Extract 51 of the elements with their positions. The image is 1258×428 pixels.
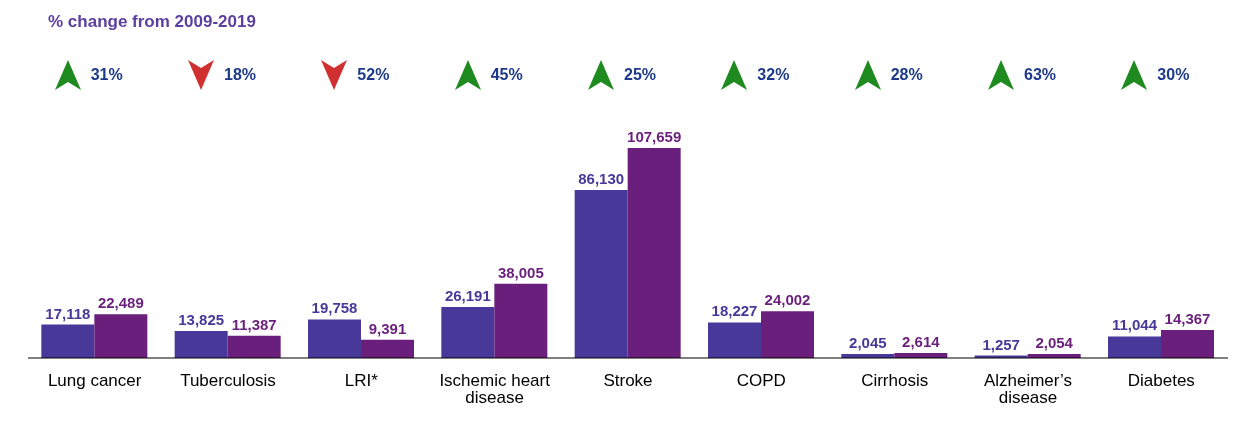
bar (361, 339, 414, 358)
x-tick-label: Alzheimer’s disease (983, 371, 1073, 408)
data-label: 17,118 (45, 304, 91, 322)
x-tick-label: Tuberculosis (180, 371, 276, 391)
data-label: 9,391 (368, 319, 407, 337)
bar (441, 306, 495, 358)
data-label: 11,044 (1111, 316, 1158, 334)
data-label: 18,227 (711, 302, 758, 320)
bar (1161, 329, 1214, 358)
bar (94, 314, 148, 358)
data-label: 22,489 (97, 294, 144, 312)
chart-title: % change from 2009-2019 (48, 12, 256, 32)
data-label: 19,758 (311, 299, 358, 317)
bar (41, 324, 95, 358)
data-label: 14,367 (1164, 309, 1211, 327)
data-label: 2,054 (1035, 333, 1074, 351)
bar (574, 189, 628, 358)
text: 45% (490, 66, 523, 84)
x-tick-label: COPD (736, 371, 786, 391)
x-tick-label: Ischemic heart disease (439, 371, 551, 408)
bar (494, 283, 548, 358)
bar (1108, 336, 1161, 358)
data-label: 2,614 (902, 332, 941, 350)
text: 52% (357, 66, 390, 84)
bar (761, 311, 814, 358)
text: 18% (224, 66, 257, 84)
text: 32% (757, 66, 790, 84)
x-tick-label: Lung cancer (47, 371, 142, 391)
bar (708, 322, 761, 358)
data-label: 26,191 (444, 286, 491, 304)
data-label: 11,387 (231, 315, 277, 333)
text: 63% (1024, 66, 1057, 84)
x-tick-label: Diabetes (1127, 371, 1195, 391)
x-tick-label: Cirrhosis (861, 371, 929, 391)
bar (174, 331, 228, 358)
data-label: 86,130 (578, 169, 625, 187)
bar (308, 319, 361, 358)
data-label: 107,659 (627, 128, 682, 145)
data-label: 13,825 (178, 311, 225, 329)
text: 25% (624, 66, 657, 84)
data-label: 38,005 (497, 263, 544, 281)
text: 28% (890, 66, 923, 84)
x-tick-label: Stroke (603, 371, 653, 391)
bar (627, 148, 681, 358)
data-label: 24,002 (764, 291, 811, 309)
bar (227, 335, 281, 358)
text: 31% (90, 66, 123, 84)
data-label: 1,257 (982, 335, 1020, 353)
text: 30% (1157, 66, 1190, 84)
data-label: 2,045 (849, 334, 887, 352)
x-tick-label: LRI* (344, 371, 379, 391)
